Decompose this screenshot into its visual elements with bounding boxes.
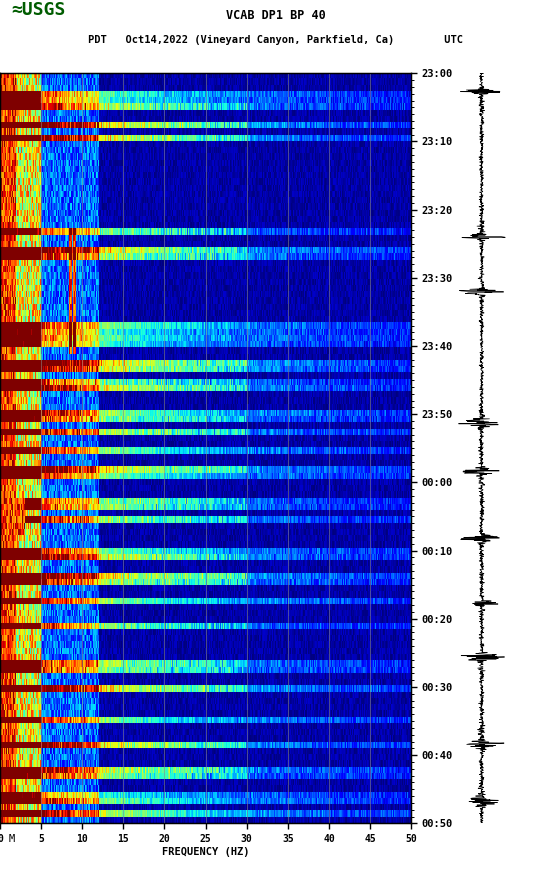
Text: ≈USGS: ≈USGS bbox=[11, 2, 66, 20]
Text: M: M bbox=[8, 834, 14, 844]
Text: VCAB DP1 BP 40: VCAB DP1 BP 40 bbox=[226, 9, 326, 21]
Text: PDT   Oct14,2022 (Vineyard Canyon, Parkfield, Ca)        UTC: PDT Oct14,2022 (Vineyard Canyon, Parkfie… bbox=[88, 35, 464, 46]
X-axis label: FREQUENCY (HZ): FREQUENCY (HZ) bbox=[162, 847, 250, 856]
